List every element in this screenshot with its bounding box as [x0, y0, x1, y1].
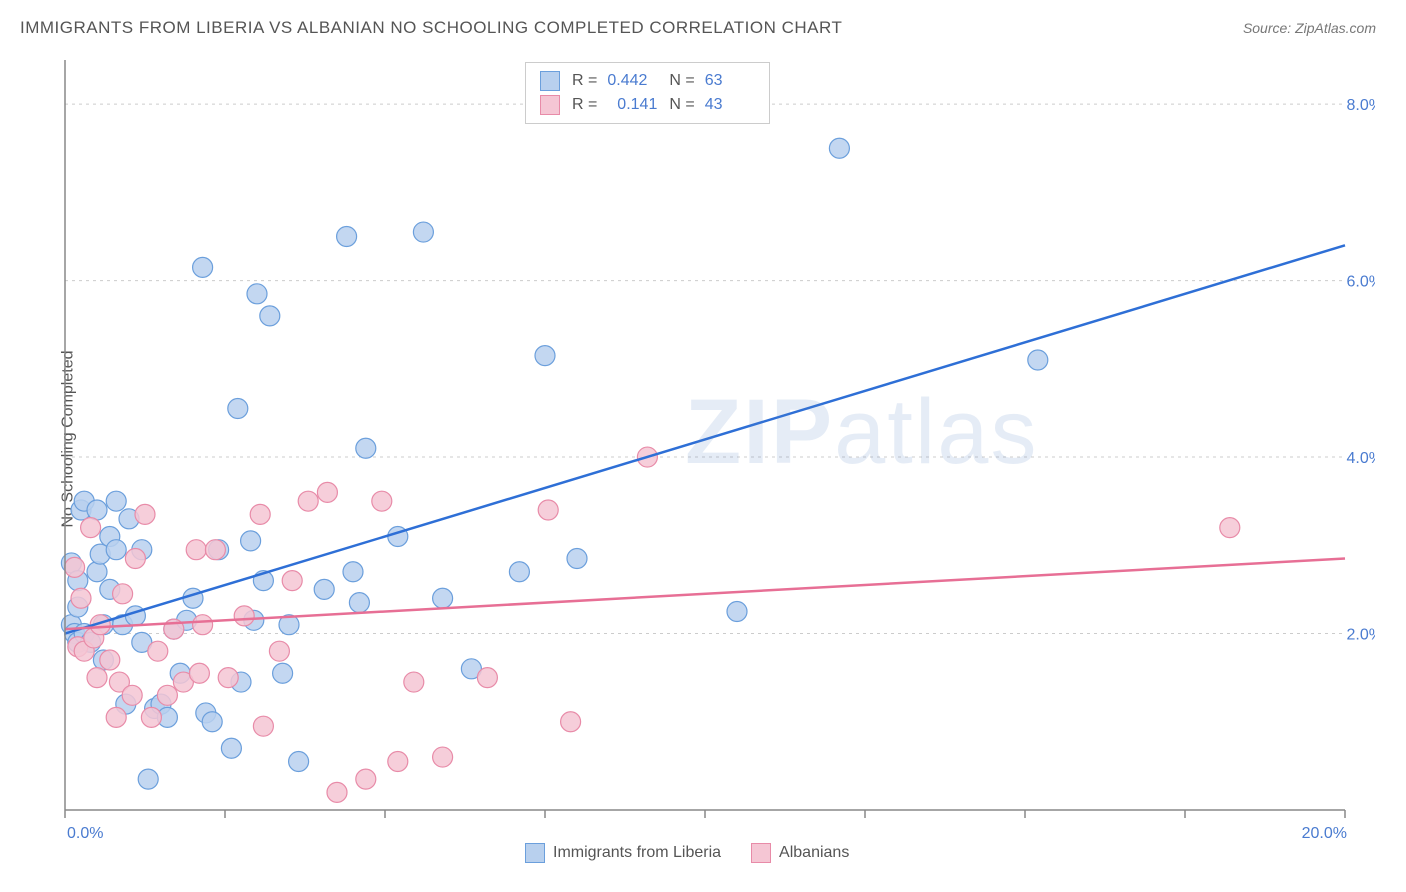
swatch-albanian	[751, 843, 771, 863]
legend-item-albanian: Albanians	[751, 843, 849, 863]
svg-text:0.0%: 0.0%	[67, 825, 103, 840]
n-label: N =	[669, 93, 694, 117]
svg-text:2.0%: 2.0%	[1347, 627, 1375, 644]
bottom-legend: Immigrants from Liberia Albanians	[525, 843, 849, 863]
svg-text:20.0%: 20.0%	[1302, 825, 1347, 840]
swatch-liberia	[525, 843, 545, 863]
n-value-albanian: 43	[705, 93, 755, 117]
r-label: R =	[572, 69, 597, 93]
scatter-chart-svg: 2.0% 4.0% 6.0% 8.0% 0.0% 20.0%	[55, 50, 1375, 840]
swatch-liberia	[540, 71, 560, 91]
chart-area: 2.0%4.0%6.0%8.0%0.0%20.0% ZIPatlas R = 0…	[55, 50, 1375, 840]
svg-text:6.0%: 6.0%	[1347, 274, 1375, 291]
legend-item-liberia: Immigrants from Liberia	[525, 843, 721, 863]
source-attribution: Source: ZipAtlas.com	[1243, 20, 1376, 36]
chart-title: IMMIGRANTS FROM LIBERIA VS ALBANIAN NO S…	[20, 18, 842, 38]
svg-text:8.0%: 8.0%	[1347, 97, 1375, 114]
svg-text:4.0%: 4.0%	[1347, 450, 1375, 467]
stats-row-albanian: R = 0.141 N = 43	[540, 93, 755, 117]
r-label: R =	[572, 93, 597, 117]
legend-label-liberia: Immigrants from Liberia	[553, 844, 721, 862]
swatch-albanian	[540, 95, 560, 115]
legend-label-albanian: Albanians	[779, 844, 849, 862]
source-name: ZipAtlas.com	[1295, 20, 1376, 36]
n-value-liberia: 63	[705, 69, 755, 93]
n-label: N =	[669, 69, 694, 93]
source-prefix: Source:	[1243, 20, 1295, 36]
r-value-liberia: 0.442	[607, 69, 657, 93]
stats-row-liberia: R = 0.442 N = 63	[540, 69, 755, 93]
r-value-albanian: 0.141	[607, 93, 657, 117]
stats-legend-box: R = 0.442 N = 63 R = 0.141 N = 43	[525, 62, 770, 124]
